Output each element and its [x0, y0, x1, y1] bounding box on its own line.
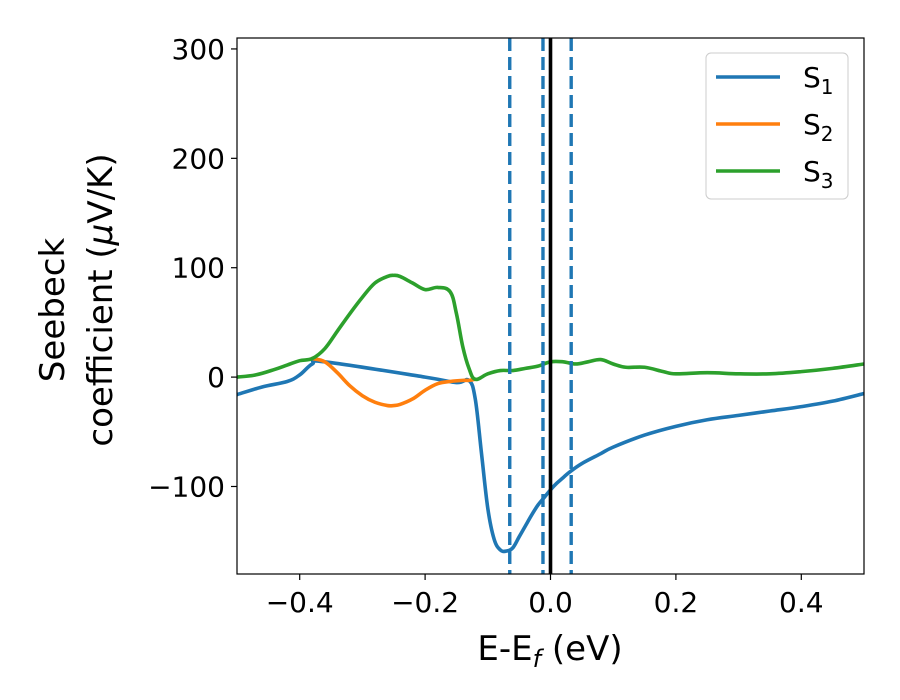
x-axis-label: E-Ef (eV) [477, 629, 622, 673]
y-axis-label-mu: μ [81, 224, 121, 247]
x-axis-label-main: E-E [477, 629, 532, 669]
x-tick-label: 0.4 [779, 586, 824, 619]
y-tick-label: 0 [207, 361, 225, 394]
y-tick-label: −100 [148, 470, 225, 503]
x-tick-label: 0.2 [654, 586, 699, 619]
y-axis-ticks: −100 0 100 200 300 [148, 33, 237, 503]
y-axis-label-line1: Seebeck [33, 238, 73, 383]
legend-label-s3: S3 [803, 155, 834, 193]
legend-box [705, 52, 849, 200]
y-tick-label: 100 [172, 252, 225, 285]
series-line-s3 [237, 273, 864, 382]
x-tick-label: −0.2 [391, 586, 459, 619]
x-axis-label-unit: (eV) [541, 629, 623, 669]
series-layer [237, 273, 864, 554]
x-axis-ticks: −0.4 −0.2 0.0 0.2 0.4 [266, 574, 824, 619]
legend-label-s2: S2 [803, 108, 834, 146]
x-tick-label: −0.4 [266, 586, 334, 619]
series-line-s2 [310, 356, 478, 408]
y-axis-label-pre: coefficient ( [81, 245, 121, 446]
y-tick-label: 200 [172, 142, 225, 175]
y-axis-label-line2: coefficient (μV/K) [81, 153, 121, 446]
x-tick-label: 0.0 [528, 586, 573, 619]
y-tick-label: 300 [172, 33, 225, 66]
y-axis-label-post: V/K) [81, 153, 121, 223]
vline-layer [508, 38, 573, 574]
legend-items: S1 S2 S3 [716, 61, 834, 193]
legend-label-s1: S1 [803, 61, 834, 99]
legend: S1 S2 S3 [705, 52, 849, 200]
series-line-s1 [237, 358, 864, 554]
